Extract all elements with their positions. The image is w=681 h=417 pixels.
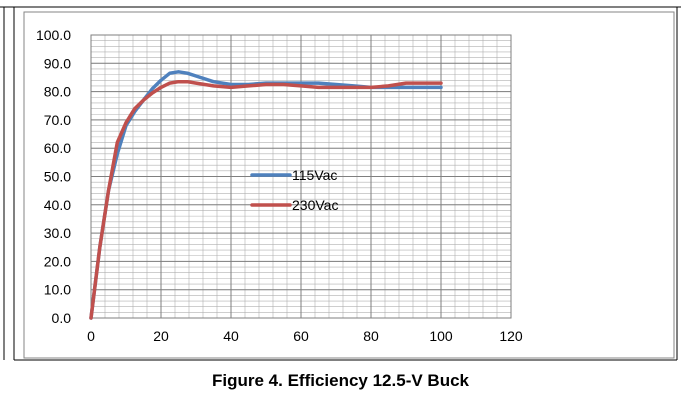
- y-tick-label: 50.0: [44, 169, 71, 185]
- y-tick-label: 40.0: [44, 197, 71, 213]
- legend: 115Vac 230Vac: [250, 167, 338, 213]
- x-tick-label: 0: [87, 328, 95, 344]
- y-tick-label: 90.0: [44, 55, 71, 71]
- y-tick-label: 100.0: [36, 27, 71, 43]
- y-tick-label: 20.0: [44, 253, 71, 269]
- figure-caption: Figure 4. Efficiency 12.5-V Buck: [212, 371, 469, 390]
- x-tick-label: 20: [153, 328, 169, 344]
- axes: 0.0 10.0 20.0 30.0 40.0 50.0 60.0 70.0 80.0 90.0 1…: [36, 27, 523, 344]
- y-tick-label: 60.0: [44, 140, 71, 156]
- x-tick-label: 60: [293, 328, 309, 344]
- x-tick-label: 120: [499, 328, 523, 344]
- x-tick-label: 80: [363, 328, 379, 344]
- efficiency-chart: 0.0 10.0 20.0 30.0 40.0 50.0 60.0 70.0 80.0 90.0 1…: [0, 6, 681, 361]
- x-tick-label: 40: [223, 328, 239, 344]
- x-tick-label: 100: [429, 328, 453, 344]
- series-line-230Vac: [89, 79, 443, 320]
- y-tick-label: 10.0: [44, 282, 71, 298]
- series-lines: [89, 70, 443, 320]
- y-tick-label: 80.0: [44, 84, 71, 100]
- y-tick-label: 30.0: [44, 225, 71, 241]
- y-tick-label: 0.0: [52, 310, 72, 326]
- legend-label-230Vac: 230Vac: [292, 197, 338, 213]
- plot-border: [90, 34, 512, 319]
- y-tick-label: 70.0: [44, 112, 71, 128]
- legend-label-115Vac: 115Vac: [292, 167, 337, 183]
